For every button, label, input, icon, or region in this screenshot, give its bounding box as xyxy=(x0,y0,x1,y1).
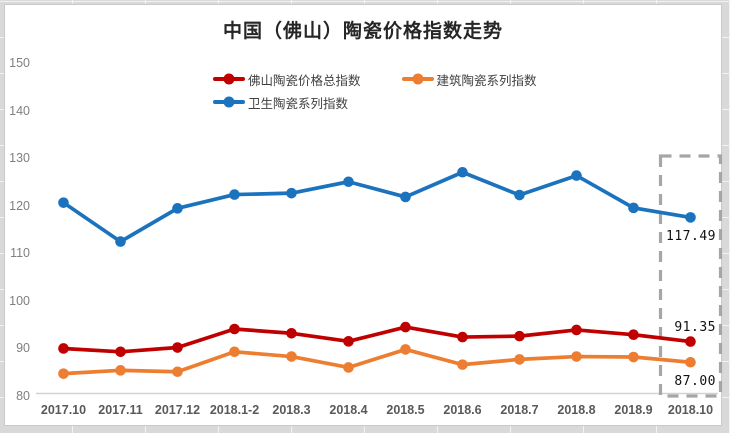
y-axis-tick: 130 xyxy=(9,151,30,165)
x-axis-tick: 2018.6 xyxy=(443,403,482,417)
y-axis-tick: 150 xyxy=(9,56,30,70)
x-axis-tick: 2018.4 xyxy=(329,403,368,417)
y-axis-tick: 120 xyxy=(9,198,30,213)
x-axis-tick: 2018.9 xyxy=(614,403,653,417)
legend-dot-icon xyxy=(223,73,235,85)
x-axis-tick: 2017.11 xyxy=(98,403,143,417)
x-axis-tick: 2018.3 xyxy=(272,403,311,417)
y-axis-tick: 110 xyxy=(10,246,30,260)
x-axis-tick: 2018.8 xyxy=(557,403,596,417)
legend-line-marker-icon xyxy=(213,96,245,108)
value-annotation: 87.00 xyxy=(674,374,716,390)
y-axis-tick: 140 xyxy=(9,103,30,118)
legend-row-2: 卫生陶瓷系列指数 xyxy=(213,91,348,113)
value-annotation: 117.49 xyxy=(666,229,716,245)
legend-label: 建筑陶瓷系列指数 xyxy=(436,73,537,88)
x-axis-tick: 2018.5 xyxy=(386,403,425,417)
y-axis-tick: 90 xyxy=(16,341,30,355)
legend-line-marker-icon xyxy=(401,73,434,85)
legend-row-1: 佛山陶瓷价格总指数 建筑陶瓷系列指数 xyxy=(213,68,537,90)
x-axis-tick: 2018.7 xyxy=(500,403,539,417)
legend-item: 卫生陶瓷系列指数 xyxy=(213,93,348,112)
x-axis-tick: 2017.12 xyxy=(154,403,201,417)
x-axis-tick: 2018.10 xyxy=(667,403,714,417)
legend-dot-icon xyxy=(223,96,235,108)
legend-line-marker-icon xyxy=(213,73,245,85)
legend-label: 佛山陶瓷价格总指数 xyxy=(248,73,361,88)
x-axis-tick: 2017.10 xyxy=(40,403,87,417)
x-axis-tick: 2018.1-2 xyxy=(209,403,260,417)
y-axis-tick: 80 xyxy=(16,388,30,403)
legend-dot-icon xyxy=(412,73,424,85)
legend-item: 建筑陶瓷系列指数 xyxy=(401,70,537,89)
y-axis-tick: 100 xyxy=(9,293,30,308)
legend-item: 佛山陶瓷价格总指数 xyxy=(213,70,361,89)
chart-title: 中国（佛山）陶瓷价格指数走势 xyxy=(222,21,503,42)
value-annotation: 91.35 xyxy=(674,319,716,335)
legend-label: 卫生陶瓷系列指数 xyxy=(248,96,349,111)
